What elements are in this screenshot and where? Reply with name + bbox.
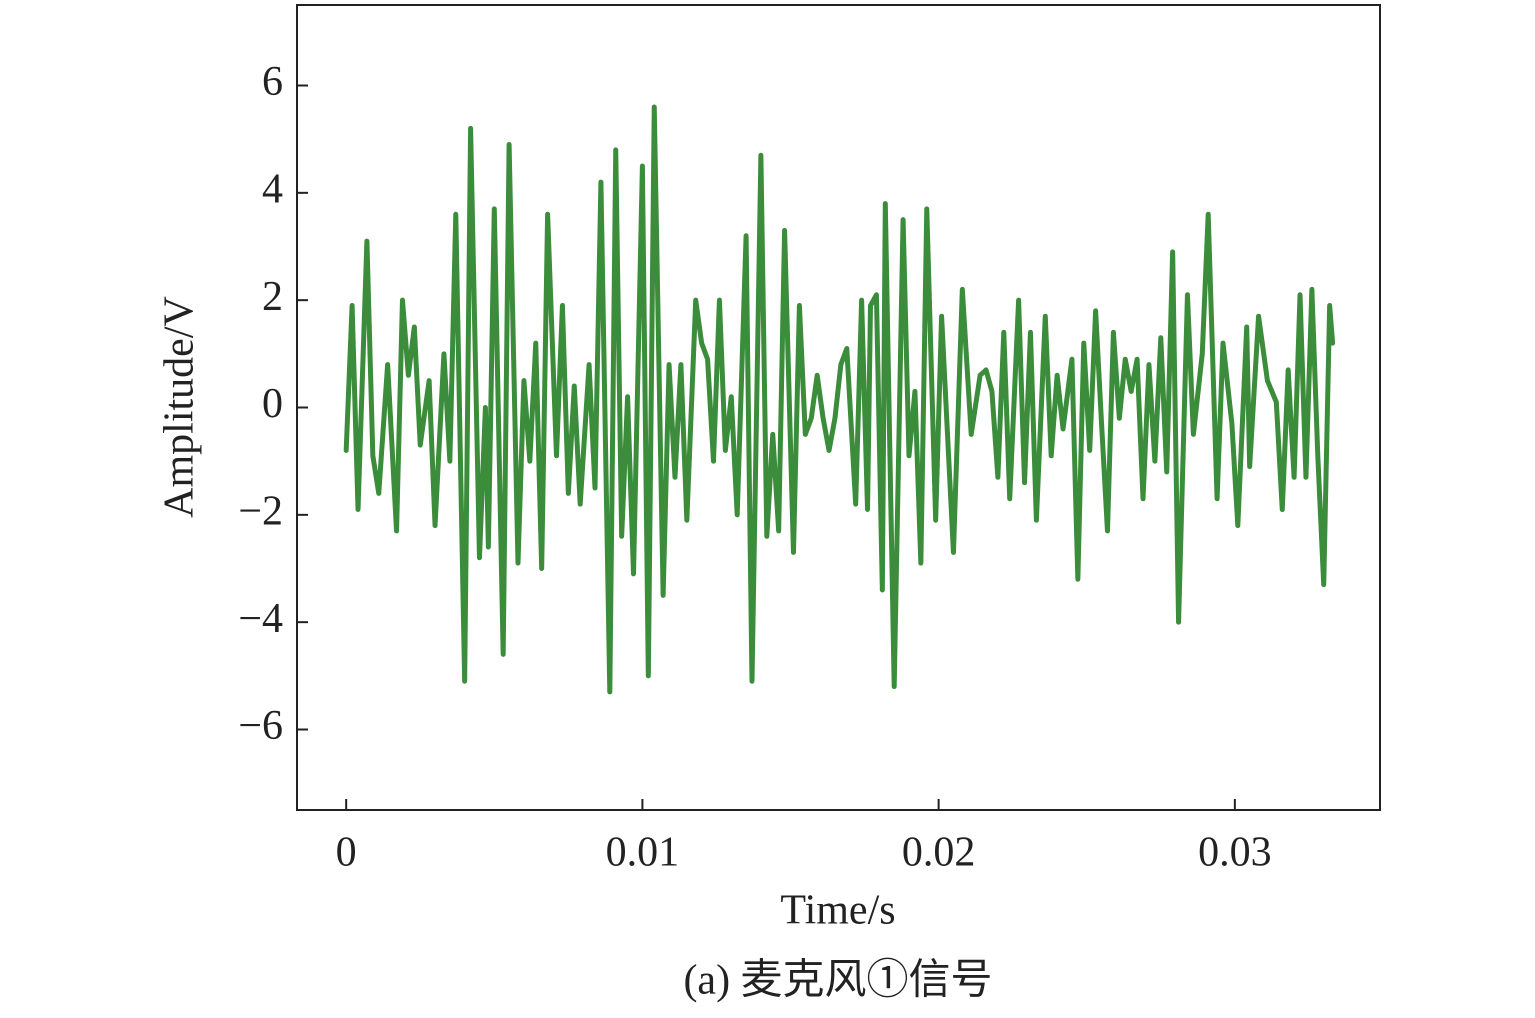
y-tick-label: −4	[238, 596, 283, 642]
y-axis-label: Amplitude/V	[157, 296, 203, 518]
y-tick-label: 4	[262, 166, 283, 212]
x-tick-label: 0	[336, 830, 357, 876]
x-tick-label: 0.01	[606, 830, 680, 876]
y-tick-label: 0	[262, 381, 283, 427]
y-tick-label: −2	[238, 488, 283, 534]
y-tick-label: −6	[238, 703, 283, 749]
caption: (a) 麦克风①信号	[683, 958, 992, 1004]
x-axis-label: Time/s	[780, 888, 895, 934]
x-tick-label: 0.02	[902, 830, 976, 876]
signal-line	[343, 104, 1336, 695]
y-tick-label: 6	[262, 59, 283, 105]
y-tick-label: 2	[262, 274, 283, 320]
x-tick-label: 0.03	[1198, 830, 1272, 876]
